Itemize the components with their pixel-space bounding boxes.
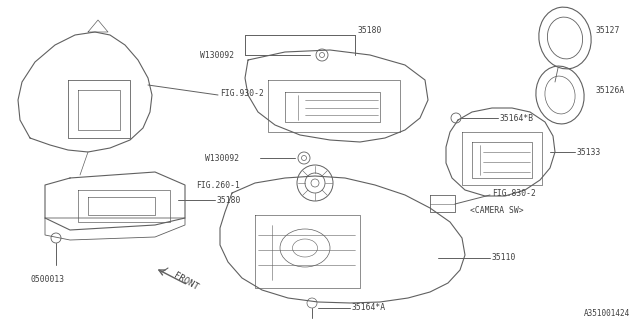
Text: 35164*A: 35164*A (352, 303, 386, 313)
Text: 35164*B: 35164*B (500, 114, 534, 123)
Text: FRONT: FRONT (172, 271, 200, 292)
Text: 35127: 35127 (596, 26, 620, 35)
Text: FIG.830-2: FIG.830-2 (492, 188, 536, 197)
Text: 35133: 35133 (577, 148, 602, 156)
Text: FIG.930-2: FIG.930-2 (220, 89, 264, 98)
Text: W130092: W130092 (205, 154, 239, 163)
Text: 35180: 35180 (217, 196, 241, 204)
Text: 35110: 35110 (492, 253, 516, 262)
Text: A351001424: A351001424 (584, 308, 630, 317)
Text: FIG.260-1: FIG.260-1 (196, 180, 240, 189)
Text: 35126A: 35126A (596, 85, 625, 94)
Text: <CAMERA SW>: <CAMERA SW> (470, 205, 524, 214)
Text: 0500013: 0500013 (30, 276, 64, 284)
Text: W130092: W130092 (200, 51, 234, 60)
Text: 35180: 35180 (358, 26, 382, 35)
